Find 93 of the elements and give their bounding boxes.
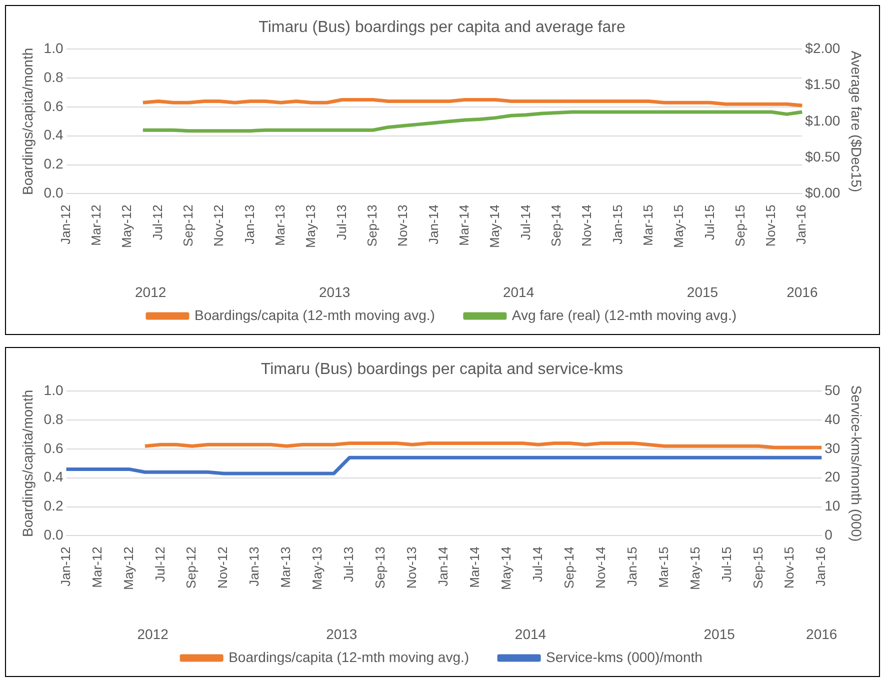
x-tick-label: Nov-13 (395, 204, 410, 247)
x-tick-label: Sep-14 (548, 204, 564, 247)
x-tick-label: Sep-12 (180, 204, 196, 247)
y2-tick-label: $1.00 (805, 112, 840, 128)
y-tick-label: 1.0 (44, 382, 64, 398)
text: 2013 (318, 284, 350, 300)
x-tick-label: Nov-12 (215, 546, 230, 589)
text: 2012 (137, 626, 169, 642)
y-tick-label: 0.4 (44, 468, 64, 485)
x-tick-label: Jul-15 (718, 546, 734, 582)
x-tick-label: May-15 (687, 546, 702, 590)
text: 2014 (502, 284, 534, 300)
x-tick-label: May-15 (671, 204, 686, 248)
x-tick-label: Mar-14 (466, 546, 482, 588)
y2-tick-label: 30 (824, 440, 840, 456)
y2-tick-label: 10 (824, 498, 840, 514)
y2-tick-label: $2.00 (805, 40, 840, 56)
x-tick-label: Mar-15 (640, 204, 656, 246)
x-tick-label: Jan-14 (436, 546, 451, 586)
chart-title: Timaru (Bus) boardings per capita and service-kms (260, 361, 624, 378)
x-tick-label: May-13 (310, 546, 325, 590)
x-tick-label: Jan-15 (624, 546, 640, 586)
x-tick-label: Jul-14 (518, 204, 533, 240)
x-tick-label: Nov-13 (404, 546, 420, 589)
x-tick-label: Mar-15 (656, 546, 671, 588)
y-tick-label: 0.6 (44, 440, 64, 456)
y2-tick-label: $0.00 (805, 184, 840, 201)
text: 2014 (514, 626, 546, 642)
x-tick-label: Sep-12 (184, 546, 199, 589)
x-tick-label: Jul-13 (341, 546, 356, 582)
x-tick-label: Jan-14 (426, 204, 441, 244)
x-tick-label: Nov-12 (211, 204, 226, 247)
x-tick-label: Sep-14 (561, 546, 576, 589)
x-tick-label: May-13 (303, 204, 318, 248)
legend-label: Boardings/capita (12-mth moving avg.) (228, 648, 470, 665)
x-tick-label: Jan-12 (58, 546, 73, 586)
y2-tick-label: $0.50 (805, 148, 840, 164)
x-tick-label: Jul-12 (150, 204, 165, 240)
legend-label: Avg fare (real) (12-mth moving avg.) (512, 306, 737, 323)
y2-tick-label: $1.50 (805, 76, 840, 92)
x-tick-label: Jan-13 (246, 546, 262, 586)
y2-tick-label: 40 (824, 410, 840, 427)
x-tick-label: Jan-15 (610, 204, 625, 244)
x-tick-label: Mar-13 (278, 546, 294, 588)
x-tick-label: Jan-16 (813, 546, 828, 586)
text: 2012 (135, 284, 166, 300)
x-tick-label: Nov-14 (592, 546, 608, 589)
y-tick-label: 0.0 (44, 526, 64, 543)
x-tick-label: Sep-15 (732, 204, 748, 247)
chart-title: Timaru (Bus) boardings per capita and average fare (258, 19, 626, 36)
x-tick-label: May-12 (119, 204, 134, 248)
legend-label: Service-kms (000)/month (546, 648, 702, 665)
y2-tick-label: 20 (824, 468, 840, 485)
y-tick-label: 0.6 (44, 98, 64, 114)
y-tick-label: 1.0 (44, 40, 64, 56)
x-tick-label: Jul-15 (702, 204, 717, 240)
text: 2013 (326, 626, 358, 642)
x-tick-label: Sep-13 (372, 546, 388, 589)
x-tick-label: Jul-13 (334, 204, 349, 240)
y-tick-label: 0.4 (44, 126, 64, 143)
text: 2015 (686, 284, 718, 300)
x-tick-label: Nov-15 (763, 204, 778, 247)
x-tick-label: Mar-12 (88, 204, 104, 246)
y2-tick-label: 50 (824, 382, 840, 398)
y-axis-title: Boardings/capita/month (19, 48, 36, 195)
x-tick-label: Jan-16 (794, 204, 809, 244)
x-tick-label: May-12 (120, 546, 136, 590)
x-tick-label: Jan-12 (58, 204, 73, 244)
y-tick-label: 0.8 (44, 68, 64, 85)
text: 2015 (704, 626, 736, 642)
x-tick-label: Mar-12 (89, 546, 104, 588)
y-tick-label: 0.0 (44, 184, 64, 201)
x-tick-label: Jan-13 (242, 204, 257, 244)
x-tick-label: May-14 (487, 204, 502, 248)
x-tick-label: Sep-15 (750, 546, 766, 589)
text: 2016 (786, 284, 818, 300)
x-tick-label: May-14 (498, 546, 514, 590)
x-tick-label: Nov-14 (579, 204, 594, 247)
y2-axis-title: Average fare ($Dec15) (848, 50, 865, 192)
text: 2016 (806, 626, 838, 642)
y2-tick-label: 0 (824, 526, 833, 543)
x-tick-label: Jul-14 (530, 546, 545, 582)
y-tick-label: 0.2 (44, 156, 64, 172)
x-tick-label: Jul-12 (152, 546, 168, 582)
x-tick-label: Mar-13 (272, 204, 288, 246)
x-tick-label: Nov-15 (782, 546, 797, 589)
x-tick-label: Sep-13 (364, 204, 380, 247)
y-tick-label: 0.2 (44, 498, 64, 514)
y2-axis-title: Service-kms/month (000) (848, 385, 865, 542)
y-tick-label: 0.8 (44, 410, 64, 427)
x-tick-label: Mar-14 (456, 204, 472, 246)
y-axis-title: Boardings/capita/month (19, 390, 36, 537)
legend-label: Boardings/capita (12-mth moving avg.) (194, 306, 435, 323)
